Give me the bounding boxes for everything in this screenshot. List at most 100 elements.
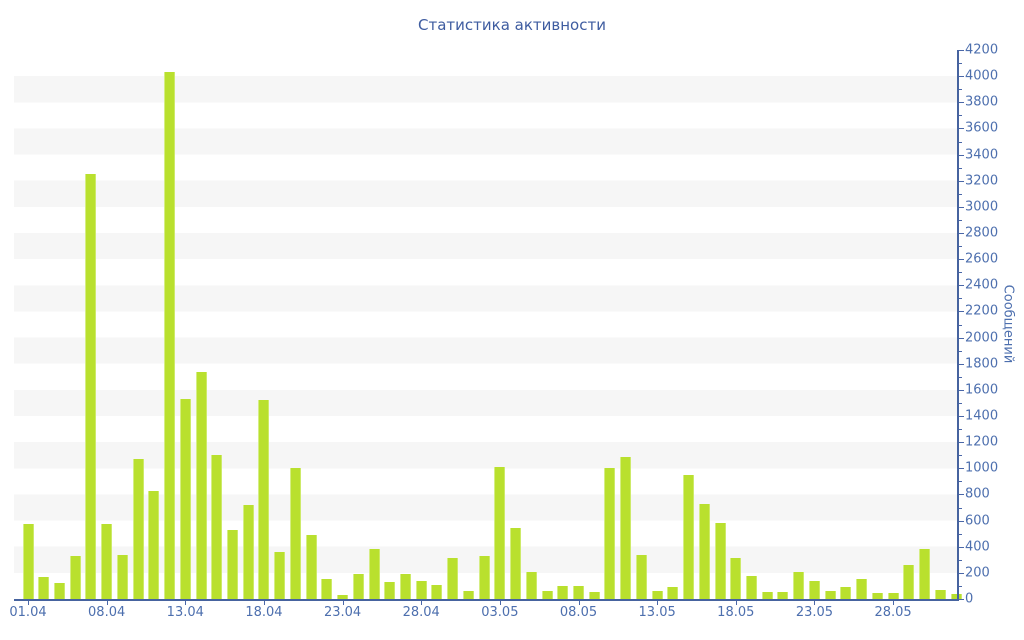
y-major-tick bbox=[959, 416, 964, 417]
bar[interactable] bbox=[635, 554, 647, 599]
y-tick-label: 4200 bbox=[965, 42, 999, 58]
bar[interactable] bbox=[793, 571, 805, 599]
y-tick-label: 1800 bbox=[965, 356, 999, 372]
plot-area: 0 200 400 600 800 1000 1200 1400 1600 1800 2000 220… bbox=[9, 43, 998, 621]
x-tick-label: 01.04 bbox=[9, 605, 47, 620]
y-minor-tick bbox=[959, 167, 962, 169]
bar[interactable] bbox=[195, 371, 207, 599]
x-tick bbox=[657, 601, 659, 605]
x-tick bbox=[499, 601, 501, 605]
bar[interactable] bbox=[746, 576, 758, 599]
bar[interactable] bbox=[242, 504, 254, 599]
bar[interactable] bbox=[667, 587, 679, 599]
bar[interactable] bbox=[525, 571, 537, 599]
bar[interactable] bbox=[761, 591, 773, 599]
bar[interactable] bbox=[887, 593, 899, 599]
bar[interactable] bbox=[808, 581, 820, 599]
bar[interactable] bbox=[399, 574, 411, 599]
bar[interactable] bbox=[116, 554, 128, 599]
y-minor-tick bbox=[959, 507, 962, 509]
bar[interactable] bbox=[871, 593, 883, 599]
y-axis-line bbox=[957, 50, 959, 601]
bar[interactable] bbox=[541, 590, 553, 599]
y-major-tick bbox=[959, 442, 964, 444]
bar[interactable] bbox=[148, 490, 160, 599]
y-major-tick bbox=[959, 259, 964, 261]
bar[interactable] bbox=[305, 534, 317, 599]
bar[interactable] bbox=[903, 565, 915, 599]
bar[interactable] bbox=[368, 549, 380, 599]
bar[interactable] bbox=[289, 468, 301, 599]
bar[interactable] bbox=[840, 586, 852, 599]
x-tick-label: 28.04 bbox=[402, 605, 440, 620]
y-tick-label: 3800 bbox=[965, 94, 999, 110]
x-tick-label: 28.05 bbox=[874, 605, 912, 620]
y-minor-tick bbox=[959, 559, 962, 561]
bar[interactable] bbox=[53, 583, 65, 599]
y-minor-tick bbox=[959, 298, 962, 300]
x-tick-label: 03.05 bbox=[481, 605, 519, 620]
bar[interactable] bbox=[620, 456, 632, 599]
bar[interactable] bbox=[856, 578, 868, 599]
bar[interactable] bbox=[447, 558, 459, 599]
bar[interactable] bbox=[431, 584, 443, 599]
bar[interactable] bbox=[494, 466, 506, 599]
bar[interactable] bbox=[714, 523, 726, 599]
bar[interactable] bbox=[588, 591, 600, 599]
y-minor-tick bbox=[959, 585, 962, 587]
y-minor-tick bbox=[959, 63, 962, 65]
bar[interactable] bbox=[38, 576, 50, 599]
bar[interactable] bbox=[824, 590, 836, 599]
bar[interactable] bbox=[698, 503, 710, 599]
y-minor-tick bbox=[959, 429, 962, 431]
bar[interactable] bbox=[950, 593, 962, 599]
bar[interactable] bbox=[274, 551, 286, 599]
bar[interactable] bbox=[919, 549, 931, 599]
bar[interactable] bbox=[132, 459, 144, 599]
bar[interactable] bbox=[384, 582, 396, 599]
bar[interactable] bbox=[164, 72, 176, 599]
bar[interactable] bbox=[337, 595, 349, 599]
y-tick-label: 3400 bbox=[965, 147, 999, 163]
bar[interactable] bbox=[321, 579, 333, 599]
bar[interactable] bbox=[179, 399, 191, 599]
x-tick-label: 18.05 bbox=[717, 605, 755, 620]
x-tick-label: 08.04 bbox=[88, 605, 126, 620]
bar[interactable] bbox=[258, 400, 270, 599]
x-tick bbox=[263, 601, 265, 605]
bar[interactable] bbox=[777, 591, 789, 599]
chart-title: Статистика активности bbox=[418, 16, 606, 34]
bar[interactable] bbox=[683, 474, 695, 599]
bar[interactable] bbox=[573, 585, 584, 599]
bar[interactable] bbox=[604, 468, 616, 599]
y-tick-label: 600 bbox=[965, 513, 990, 529]
bar[interactable] bbox=[101, 524, 113, 599]
bar[interactable] bbox=[557, 585, 569, 599]
bar[interactable] bbox=[651, 591, 663, 599]
y-minor-tick bbox=[959, 193, 962, 195]
y-tick-label: 3200 bbox=[965, 173, 999, 189]
bar[interactable] bbox=[510, 528, 522, 599]
y-minor-tick bbox=[959, 141, 962, 143]
y-minor-tick bbox=[959, 324, 962, 326]
bar[interactable] bbox=[730, 558, 742, 599]
bar[interactable] bbox=[211, 455, 223, 599]
x-tick-label: 13.04 bbox=[166, 605, 204, 620]
y-tick-label: 2000 bbox=[965, 330, 999, 346]
bar[interactable] bbox=[226, 529, 238, 599]
bar[interactable] bbox=[462, 591, 474, 599]
x-tick bbox=[28, 601, 29, 605]
bar[interactable] bbox=[478, 555, 490, 599]
bar[interactable] bbox=[22, 524, 34, 599]
bar[interactable] bbox=[85, 174, 97, 599]
y-tick-label: 1200 bbox=[965, 434, 999, 450]
bar[interactable] bbox=[69, 555, 81, 599]
y-tick-label: 2600 bbox=[965, 251, 999, 267]
bar[interactable] bbox=[352, 574, 364, 599]
x-tick bbox=[814, 601, 816, 605]
y-major-tick bbox=[959, 76, 964, 78]
y-major-tick bbox=[959, 572, 964, 574]
y-tick-label: 400 bbox=[965, 539, 990, 555]
bar[interactable] bbox=[934, 589, 946, 599]
bar[interactable] bbox=[415, 580, 427, 599]
